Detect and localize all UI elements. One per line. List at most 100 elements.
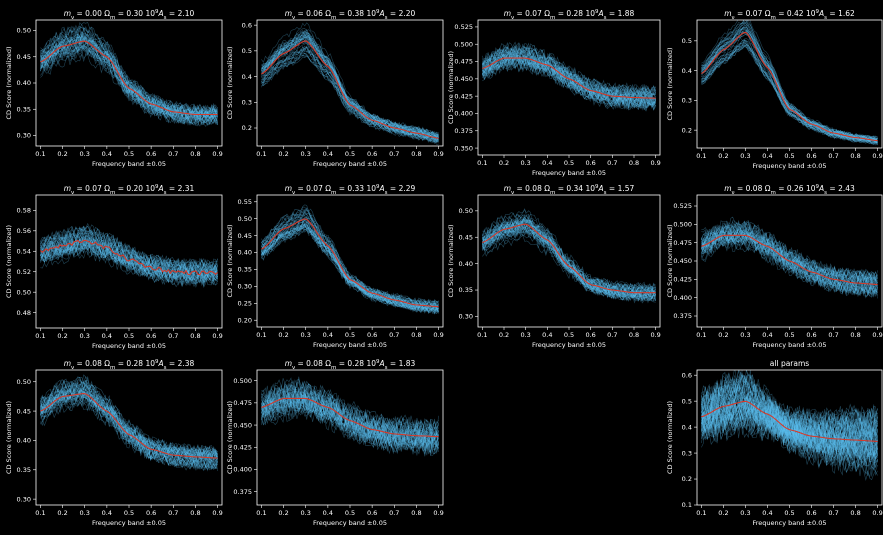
simulation-line [261,229,439,314]
simulation-line [701,46,878,143]
y-tick-label: 0.375 [673,312,692,320]
subplot-title: mν = 0.07 Ωm = 0.20 109As = 2.31 [64,184,195,196]
simulation-line [40,238,218,283]
simulation-line [261,376,439,437]
simulation-line [261,393,439,454]
x-tick-label: 0.3 [80,332,90,340]
simulation-line [261,38,439,139]
simulation-line [40,39,218,119]
x-axis-label: Frequency band ±0.05 [313,519,387,527]
simulation-line [40,244,218,285]
simulation-line [482,233,656,300]
x-tick-label: 0.5 [784,152,794,160]
simulation-line [701,403,878,440]
simulation-line [40,241,218,285]
simulation-line [261,379,439,433]
simulation-line [261,216,439,312]
y-tick-label: 0.450 [673,257,692,265]
simulation-line [261,396,439,455]
simulation-line [701,370,878,466]
simulation-line [701,391,878,450]
subplot-title: mν = 0.08 Ωm = 0.28 109As = 2.38 [64,359,195,371]
y-tick-label: 0.40 [17,79,31,87]
simulation-line [701,375,878,466]
simulation-line [261,228,439,310]
subplot-title: mν = 0.08 Ωm = 0.26 109As = 2.43 [724,184,855,196]
simulation-line [701,20,878,144]
simulation-line [40,47,218,124]
simulation-line [261,397,439,446]
x-tick-label: 0.2 [57,332,67,340]
simulation-line [261,383,439,438]
simulation-line [40,389,218,469]
x-tick-label: 0.8 [850,152,860,160]
simulation-line [261,392,439,445]
simulation-line [261,224,439,308]
subplot-6: 0.1 0.2 0.3 0.4 0.5 0.6 0.7 0.8 0.9 0.20 0.25 0.30 0… [226,184,444,349]
simulation-line [482,48,656,106]
simulation-line [701,222,878,285]
simulation-line [482,45,656,97]
y-tick-label: 0.30 [17,495,31,503]
simulation-line [40,239,218,284]
simulation-line [261,223,439,311]
simulation-line [261,383,439,443]
simulation-line [40,43,218,126]
x-axis-label: Frequency band ±0.05 [313,160,387,168]
mean-line [701,31,878,142]
simulation-line [701,397,878,459]
simulation-line [701,220,878,280]
simulation-line [701,388,878,451]
simulation-line [40,242,218,285]
simulation-line [261,33,439,139]
simulation-line [40,390,218,461]
x-tick-label: 0.3 [520,159,530,167]
x-tick-label: 0.8 [629,159,639,167]
simulation-line [261,219,439,314]
simulation-line [482,216,656,293]
x-tick-label: 0.9 [650,159,660,167]
simulation-line [701,410,878,439]
simulation-line [40,237,218,281]
simulation-line [701,413,878,445]
x-tick-label: 0.3 [520,331,530,339]
simulation-line [701,402,878,434]
simulation-line [261,208,439,315]
y-tick-label: 0.56 [17,227,31,235]
simulation-line [482,224,656,295]
simulation-line [261,29,439,144]
subplot-10: 0.1 0.2 0.3 0.4 0.5 0.6 0.7 0.8 0.9 0.375 0.400 0.4… [226,359,444,527]
x-tick-label: 0.1 [477,159,487,167]
y-tick-label: 0.4 [682,423,692,431]
y-tick-label: 0.5 [682,37,692,45]
x-tick-label: 0.8 [190,150,200,158]
simulation-line [701,22,878,140]
simulation-line [701,414,878,440]
simulation-line [40,32,218,117]
y-tick-label: 0.30 [459,313,473,321]
x-tick-label: 0.2 [278,150,288,158]
simulation-line [261,391,439,442]
simulation-line [40,230,218,276]
simulation-line [701,402,878,443]
simulation-line [701,234,878,298]
simulation-line [482,53,656,107]
simulation-line [261,209,439,310]
x-axis-label: Frequency band ±0.05 [753,519,827,527]
simulation-line [701,221,878,284]
y-tick-label: 0.500 [673,221,692,229]
simulation-line [482,225,656,295]
simulation-line [701,402,878,447]
simulation-line [261,45,439,140]
x-tick-label: 0.2 [57,150,67,158]
simulation-line [261,55,439,142]
simulation-line [40,385,218,463]
x-tick-label: 0.9 [433,331,443,339]
x-tick-label: 0.7 [389,509,399,517]
simulation-line [261,224,439,309]
simulation-lines [40,222,218,289]
x-tick-label: 0.2 [278,509,288,517]
simulation-line [482,51,656,100]
simulation-line [701,409,878,446]
x-tick-label: 0.7 [828,509,838,517]
